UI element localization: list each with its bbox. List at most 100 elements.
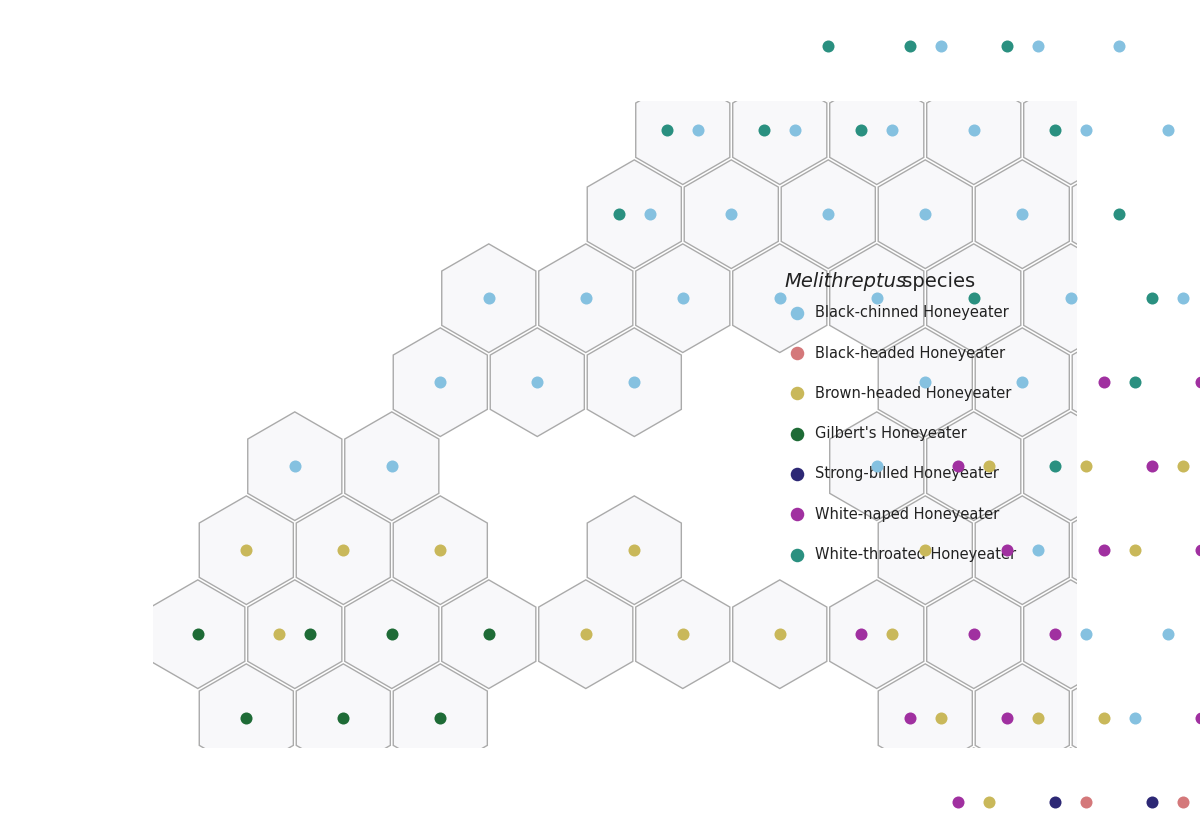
Point — [576, 291, 595, 305]
Point — [286, 459, 305, 473]
Point — [1158, 123, 1177, 137]
Point — [625, 375, 644, 389]
Polygon shape — [1121, 76, 1200, 185]
Point — [1045, 627, 1064, 641]
Point — [948, 795, 967, 809]
Polygon shape — [442, 580, 536, 689]
Point — [787, 386, 806, 400]
Point — [755, 123, 774, 137]
Point — [1142, 459, 1162, 473]
Point — [641, 207, 660, 221]
Point — [916, 207, 935, 221]
Point — [334, 711, 353, 725]
Point — [1142, 795, 1162, 809]
Point — [1045, 123, 1064, 137]
Point — [868, 291, 887, 305]
Point — [1094, 711, 1114, 725]
Polygon shape — [926, 412, 1021, 521]
Point — [270, 627, 289, 641]
Point — [1126, 711, 1145, 725]
Polygon shape — [1121, 412, 1200, 521]
Point — [787, 507, 806, 521]
Polygon shape — [976, 664, 1069, 773]
Text: species: species — [896, 272, 976, 291]
Point — [431, 375, 450, 389]
Polygon shape — [587, 496, 682, 605]
Point — [1190, 543, 1200, 557]
Point — [188, 627, 208, 641]
Point — [1110, 39, 1129, 53]
Point — [1094, 375, 1114, 389]
Polygon shape — [781, 0, 875, 101]
Polygon shape — [878, 664, 972, 773]
Point — [721, 207, 740, 221]
Point — [1013, 207, 1032, 221]
Point — [948, 459, 967, 473]
Point — [818, 207, 838, 221]
Point — [786, 123, 805, 137]
Point — [787, 467, 806, 480]
Polygon shape — [442, 244, 536, 353]
Polygon shape — [491, 328, 584, 437]
Point — [1158, 627, 1177, 641]
Point — [1174, 291, 1193, 305]
Polygon shape — [829, 244, 924, 353]
Point — [1045, 795, 1064, 809]
Point — [1110, 207, 1129, 221]
Text: White-throated Honeyeater: White-throated Honeyeater — [815, 547, 1016, 562]
Polygon shape — [1024, 76, 1117, 185]
Polygon shape — [199, 664, 293, 773]
Point — [964, 123, 983, 137]
Point — [916, 375, 935, 389]
Polygon shape — [394, 496, 487, 605]
Polygon shape — [1073, 0, 1166, 101]
Point — [1028, 39, 1048, 53]
Polygon shape — [878, 160, 972, 269]
Point — [301, 627, 320, 641]
Point — [1126, 543, 1145, 557]
Point — [1094, 543, 1114, 557]
Point — [770, 627, 790, 641]
Polygon shape — [1169, 664, 1200, 773]
Polygon shape — [829, 76, 924, 185]
Polygon shape — [539, 580, 632, 689]
Point — [236, 711, 256, 725]
Point — [1061, 291, 1080, 305]
Point — [964, 627, 983, 641]
Polygon shape — [636, 76, 730, 185]
Polygon shape — [1073, 160, 1166, 269]
Polygon shape — [1024, 244, 1117, 353]
Polygon shape — [1169, 328, 1200, 437]
Point — [931, 39, 950, 53]
Point — [576, 627, 595, 641]
Polygon shape — [344, 412, 439, 521]
Polygon shape — [296, 664, 390, 773]
Text: Black-chinned Honeyeater: Black-chinned Honeyeater — [815, 305, 1009, 320]
Point — [883, 627, 902, 641]
Point — [479, 627, 498, 641]
Polygon shape — [1121, 580, 1200, 689]
Point — [1190, 375, 1200, 389]
Polygon shape — [1121, 244, 1200, 353]
Point — [1076, 627, 1096, 641]
Point — [1076, 459, 1096, 473]
Polygon shape — [394, 664, 487, 773]
Polygon shape — [247, 412, 342, 521]
Point — [1142, 291, 1162, 305]
Point — [787, 306, 806, 319]
Polygon shape — [829, 412, 924, 521]
Point — [658, 123, 677, 137]
Point — [787, 548, 806, 561]
Point — [608, 207, 628, 221]
Point — [900, 711, 919, 725]
Polygon shape — [1169, 496, 1200, 605]
Polygon shape — [636, 244, 730, 353]
Point — [997, 39, 1016, 53]
Point — [852, 123, 871, 137]
Polygon shape — [296, 496, 390, 605]
Polygon shape — [1073, 496, 1166, 605]
Point — [883, 123, 902, 137]
Polygon shape — [1024, 748, 1117, 840]
Polygon shape — [829, 0, 924, 17]
Point — [900, 39, 919, 53]
